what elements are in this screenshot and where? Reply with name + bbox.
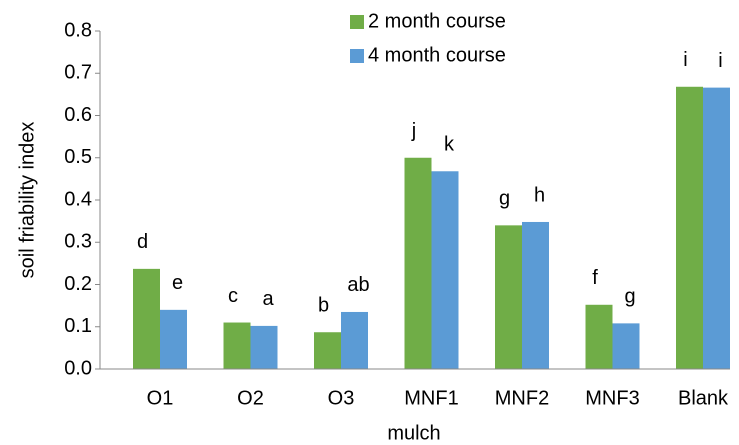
- x-tick-label: MNF3: [585, 387, 639, 409]
- significance-letter: b: [318, 295, 329, 317]
- significance-letter: i: [718, 50, 722, 72]
- y-axis-title: soil friability index: [16, 122, 38, 279]
- bar: [160, 309, 187, 369]
- x-tick-label: Blank: [678, 387, 729, 409]
- significance-letter: i: [683, 49, 687, 71]
- bar: [223, 322, 251, 369]
- y-tick-label: 0.8: [64, 19, 92, 41]
- bar: [522, 221, 549, 369]
- bar: [250, 325, 278, 369]
- y-tick-label: 0.6: [64, 104, 92, 126]
- significance-letter: h: [534, 184, 545, 206]
- bar: [585, 304, 613, 369]
- significance-letter: g: [624, 286, 635, 308]
- y-tick-label: 0.0: [64, 357, 92, 379]
- legend-label: 4 month course: [368, 44, 506, 66]
- significance-letter: j: [411, 120, 416, 142]
- x-tick-label: O3: [328, 387, 355, 409]
- x-axis-title: mulch: [387, 422, 440, 444]
- x-tick-label: O2: [237, 387, 264, 409]
- bar: [341, 311, 368, 369]
- y-tick-label: 0.5: [64, 146, 92, 168]
- bar: [495, 225, 522, 369]
- bar: [133, 268, 160, 369]
- y-tick-label: 0.7: [64, 62, 92, 84]
- bar: [676, 86, 703, 370]
- bar: [431, 171, 459, 369]
- significance-letter: ab: [347, 274, 369, 296]
- bar: [404, 157, 432, 369]
- y-tick-label: 0.3: [64, 231, 92, 253]
- legend-swatch: [350, 15, 364, 29]
- significance-letter: e: [172, 272, 183, 294]
- x-tick-label: MNF2: [495, 387, 549, 409]
- legend-swatch: [350, 49, 364, 63]
- x-tick-label: O1: [147, 387, 174, 409]
- bar: [314, 332, 341, 369]
- significance-letter: d: [137, 231, 148, 253]
- significance-letter: a: [262, 288, 274, 310]
- bar: [612, 323, 640, 369]
- significance-letter: g: [499, 188, 510, 210]
- significance-letter: f: [592, 267, 598, 289]
- y-tick-label: 0.2: [64, 273, 92, 295]
- significance-letter: k: [444, 134, 455, 156]
- legend-label: 2 month course: [368, 10, 506, 32]
- significance-letter: c: [228, 285, 238, 307]
- y-tick-label: 0.4: [64, 188, 92, 210]
- x-tick-label: MNF1: [404, 387, 458, 409]
- y-tick-label: 0.1: [64, 315, 92, 337]
- bar: [703, 87, 730, 370]
